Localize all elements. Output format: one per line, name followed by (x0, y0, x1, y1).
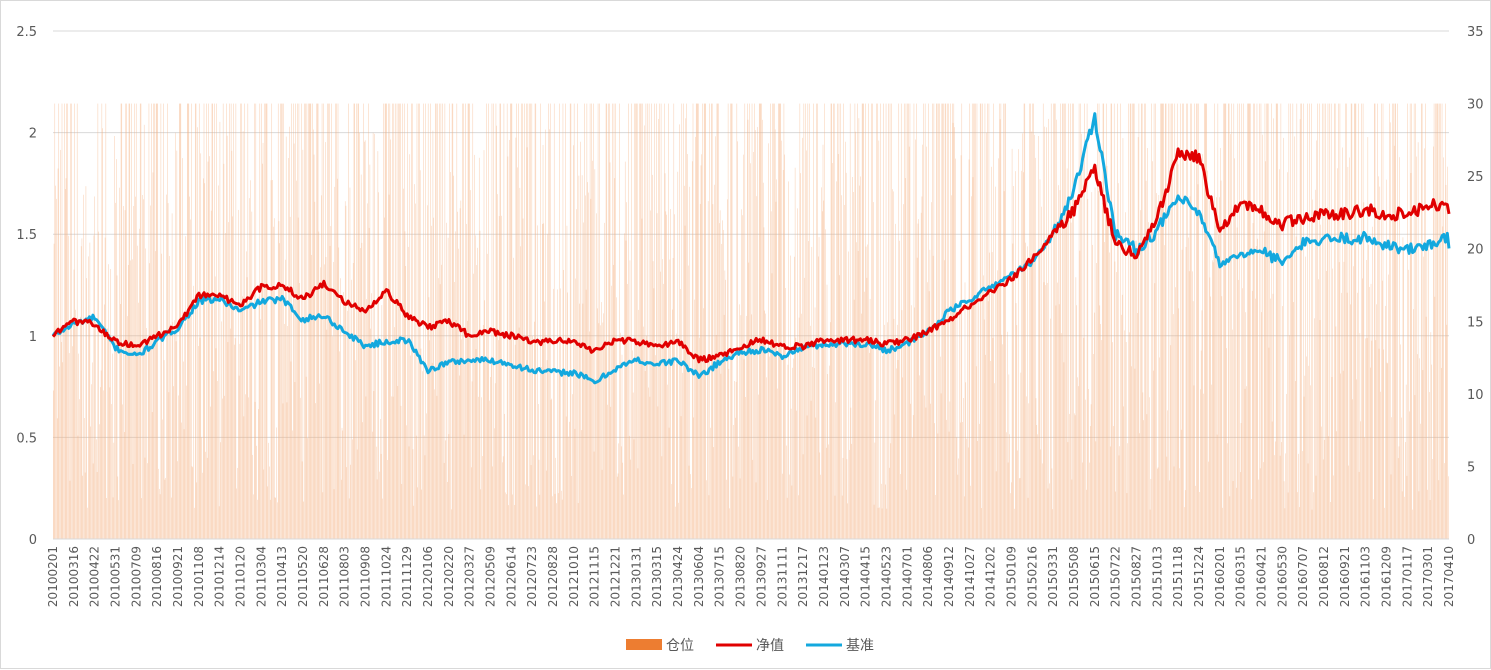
x-tick-label: 20110628 (317, 546, 331, 607)
x-tick-label: 20111024 (379, 546, 393, 607)
x-tick-label: 20160921 (1338, 546, 1352, 607)
x-tick-label: 20150331 (1046, 546, 1060, 607)
x-tick-label: 20161209 (1379, 546, 1393, 607)
x-tick-label: 20151118 (1171, 546, 1185, 607)
x-tick-label: 20100422 (88, 546, 102, 607)
x-tick-label: 20130604 (692, 546, 706, 607)
x-tick-label: 20100201 (46, 546, 60, 607)
x-tick-label: 20140701 (900, 546, 914, 607)
x-tick-label: 20150827 (1129, 546, 1143, 607)
x-tick-label: 20120220 (442, 546, 456, 607)
x-tick-label: 20111129 (400, 546, 414, 607)
x-tick-label: 20150722 (1109, 546, 1123, 607)
y-left-tick-label: 0.5 (16, 431, 37, 446)
y-right-tick-label: 0 (1467, 533, 1475, 548)
x-tick-label: 20101108 (192, 546, 206, 607)
x-tick-label: 20160707 (1296, 546, 1310, 607)
x-tick-label: 20160421 (1254, 546, 1268, 607)
x-axis: 20100201 20100316 20100422 20100531 20100709… (46, 539, 1456, 607)
x-tick-label: 20100816 (150, 546, 164, 607)
x-tick-label: 20150508 (1067, 546, 1081, 607)
x-tick-label: 20110120 (234, 546, 248, 607)
x-tick-label: 20170301 (1421, 546, 1435, 607)
y-axis-left: 0 0.5 1 1.5 2 2.5 (16, 25, 37, 548)
x-tick-label: 20121221 (609, 546, 623, 607)
x-tick-label: 20130131 (629, 546, 643, 607)
y-right-tick-label: 35 (1467, 25, 1484, 40)
x-tick-label: 20120509 (484, 546, 498, 607)
x-tick-label: 20110803 (338, 546, 352, 607)
x-tick-label: 20130424 (671, 546, 685, 607)
x-tick-label: 20170410 (1442, 546, 1456, 607)
x-tick-label: 20120327 (463, 546, 477, 607)
y-right-tick-label: 10 (1467, 388, 1484, 403)
y-right-tick-label: 25 (1467, 170, 1484, 185)
x-tick-label: 20150216 (1025, 546, 1039, 607)
y-axis-right: 0 5 10 15 20 25 30 35 (1467, 25, 1484, 548)
x-tick-label: 20130927 (754, 546, 768, 607)
x-tick-label: 20120828 (546, 546, 560, 607)
x-tick-label: 20120614 (504, 546, 518, 607)
x-tick-label: 20110304 (254, 546, 268, 607)
x-tick-label: 20100709 (129, 546, 143, 607)
x-tick-label: 20101214 (213, 546, 227, 607)
x-tick-label: 20120723 (525, 546, 539, 607)
x-tick-label: 20170117 (1400, 546, 1414, 607)
x-tick-label: 20100316 (67, 546, 81, 607)
y-right-tick-label: 30 (1467, 98, 1484, 113)
x-tick-label: 20141027 (963, 546, 977, 607)
legend-label: 净值 (756, 638, 784, 654)
x-tick-label: 20120106 (421, 546, 435, 607)
x-tick-label: 20130820 (734, 546, 748, 607)
x-tick-label: 20121010 (567, 546, 581, 607)
legend: 仓位 净值 基准 (626, 637, 874, 654)
y-left-tick-label: 2 (29, 127, 37, 142)
legend-label: 仓位 (666, 638, 694, 654)
x-tick-label: 20160201 (1213, 546, 1227, 607)
x-tick-label: 20160530 (1275, 546, 1289, 607)
x-tick-label: 20100921 (171, 546, 185, 607)
x-tick-label: 20140307 (838, 546, 852, 607)
y-right-tick-label: 5 (1467, 460, 1475, 475)
x-tick-label: 20160812 (1317, 546, 1331, 607)
legend-label: 基准 (846, 637, 874, 654)
position-bars (53, 104, 1449, 539)
x-tick-label: 20130315 (650, 546, 664, 607)
x-tick-label: 20140523 (879, 546, 893, 607)
x-tick-label: 20100531 (109, 546, 123, 607)
y-left-tick-label: 0 (29, 533, 37, 548)
x-tick-label: 20121115 (588, 546, 602, 607)
x-tick-label: 20140912 (942, 546, 956, 607)
x-tick-label: 20110908 (359, 546, 373, 607)
y-left-tick-label: 1 (29, 330, 37, 345)
x-tick-label: 20130715 (713, 546, 727, 607)
x-tick-label: 20161103 (1359, 546, 1373, 607)
x-tick-label: 20151013 (1150, 546, 1164, 607)
x-tick-label: 20150615 (1088, 546, 1102, 607)
x-tick-label: 20131111 (775, 546, 789, 607)
x-tick-label: 20141202 (984, 546, 998, 607)
x-tick-label: 20131217 (796, 546, 810, 607)
x-tick-label: 20140806 (921, 546, 935, 607)
y-left-tick-label: 2.5 (16, 25, 37, 40)
y-left-tick-label: 1.5 (16, 228, 37, 243)
x-tick-label: 20151224 (1192, 546, 1206, 607)
y-right-tick-label: 20 (1467, 243, 1484, 258)
legend-swatch-bar (626, 639, 662, 650)
y-right-tick-label: 15 (1467, 315, 1484, 330)
x-tick-label: 20160315 (1234, 546, 1248, 607)
x-tick-label: 20110413 (275, 546, 289, 607)
x-tick-label: 20150109 (1004, 546, 1018, 607)
x-tick-label: 20110520 (296, 546, 310, 607)
x-tick-label: 20140123 (817, 546, 831, 607)
x-tick-label: 20140415 (859, 546, 873, 607)
